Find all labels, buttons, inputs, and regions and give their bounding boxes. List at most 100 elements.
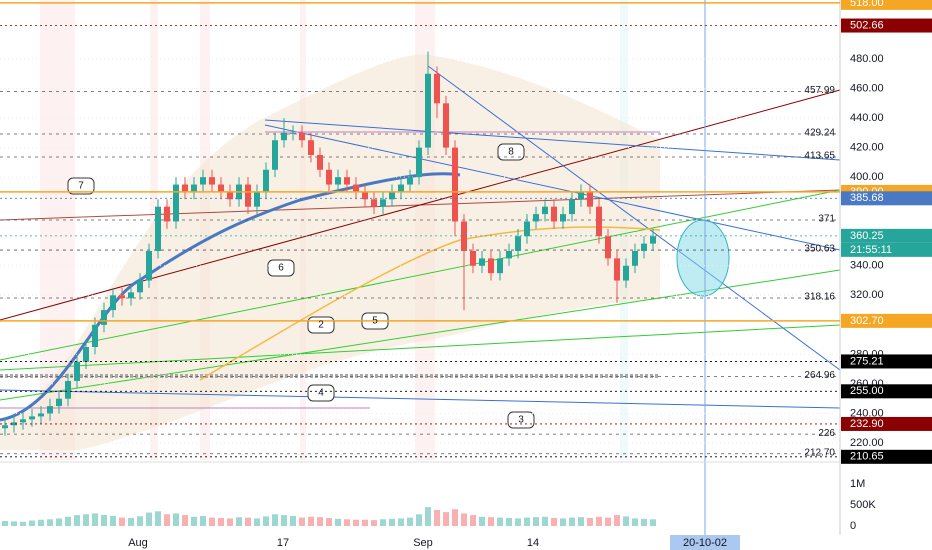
- volume-bar: [56, 518, 62, 526]
- volume-bar: [623, 516, 629, 526]
- volume-bar: [632, 518, 638, 526]
- price-badge: [841, 354, 932, 369]
- candle-body: [650, 236, 656, 244]
- cursor-date: 20-10-02: [683, 537, 727, 549]
- candle-body: [506, 251, 512, 259]
- volume-bar: [245, 517, 251, 526]
- y-tick-label: 460.00: [850, 82, 884, 94]
- volume-bar: [218, 518, 224, 526]
- candle-body: [20, 419, 26, 423]
- candle-body: [596, 206, 602, 237]
- volume-bar: [497, 517, 503, 526]
- price-badge-label: 360.25: [850, 230, 884, 242]
- volume-bar: [533, 517, 539, 526]
- volume-bar: [200, 515, 206, 526]
- candle-body: [47, 406, 53, 414]
- candle-body: [281, 132, 287, 141]
- volume-bar: [488, 517, 494, 526]
- candle-body: [200, 177, 206, 185]
- y-tick-label: 340.00: [850, 260, 884, 272]
- volume-bar: [605, 517, 611, 526]
- candle-body: [164, 206, 170, 222]
- volume-bar: [272, 514, 278, 526]
- candle-body: [146, 251, 152, 281]
- candle-body: [38, 413, 44, 417]
- candle-body: [182, 184, 188, 192]
- volume-bar: [65, 516, 71, 526]
- candle-body: [128, 292, 134, 299]
- volume-bar: [344, 519, 350, 526]
- volume-bar: [299, 517, 305, 526]
- candle-body: [218, 184, 224, 192]
- candle-body: [263, 169, 269, 192]
- volume-bar: [263, 516, 269, 526]
- volume-bar: [47, 519, 53, 526]
- candle-body: [452, 147, 458, 222]
- price-badge: [841, 0, 932, 10]
- candle-body: [560, 214, 566, 222]
- candle-body: [110, 295, 116, 311]
- volume-bar: [38, 519, 44, 526]
- candle-body: [578, 191, 584, 200]
- volume-bar: [398, 518, 404, 526]
- candle-body: [2, 425, 8, 429]
- candle-body: [29, 416, 35, 420]
- candle-body: [434, 73, 440, 104]
- price-label: 318.16: [804, 292, 835, 303]
- callout: [67, 177, 95, 195]
- price-label: 429.24: [804, 128, 835, 139]
- volume-bar: [506, 518, 512, 526]
- y-tick-label: 440.00: [850, 112, 884, 124]
- candle-body: [641, 243, 647, 251]
- volume-bar: [119, 517, 125, 526]
- volume-bar: [407, 517, 413, 526]
- volume-bar: [155, 511, 161, 526]
- x-tick-label: 14: [527, 537, 539, 549]
- x-tick-label: Aug: [128, 537, 148, 549]
- candle-body: [173, 184, 179, 222]
- volume-bar: [326, 518, 332, 526]
- candle-body: [245, 184, 251, 207]
- volume-bar: [137, 516, 143, 526]
- volume-bar: [20, 521, 26, 526]
- y-tick-label: 480.00: [850, 53, 884, 65]
- candle-body: [290, 132, 296, 134]
- volume-bar: [83, 514, 89, 526]
- volume-bar: [182, 515, 188, 526]
- candle-body: [191, 184, 197, 192]
- volume-bar: [578, 517, 584, 526]
- candle-body: [317, 155, 323, 170]
- volume-bar: [524, 517, 530, 526]
- price-badge: [841, 228, 932, 243]
- price-badge-label: 302.70: [850, 315, 884, 327]
- candle-body: [353, 184, 359, 192]
- candle-body: [488, 258, 494, 274]
- volume-bar: [101, 515, 107, 526]
- volume-bar: [551, 518, 557, 526]
- x-tick-label: Sep: [413, 537, 433, 549]
- candle-body: [92, 324, 98, 347]
- volume-bar: [416, 514, 422, 526]
- candle-body: [11, 422, 17, 426]
- volume-bar: [209, 517, 215, 526]
- countdown-badge: [841, 242, 932, 257]
- y-tick-label: 320.00: [850, 289, 884, 301]
- volume-bar: [236, 517, 242, 526]
- volume-bar: [173, 513, 179, 526]
- candle-body: [101, 310, 107, 325]
- volume-bar: [434, 510, 440, 526]
- volume-bar: [110, 515, 116, 526]
- volume-bar: [308, 516, 314, 526]
- candle-body: [632, 251, 638, 266]
- price-label: 350.63: [804, 244, 835, 255]
- annotation: 7: [78, 181, 84, 192]
- price-badge-label: 518.00: [850, 0, 884, 9]
- candle-body: [614, 258, 620, 281]
- price-badge: [841, 416, 932, 431]
- cloud: [0, 54, 660, 450]
- volume-bar: [380, 519, 386, 526]
- y-tick-label: 240.00: [850, 407, 884, 419]
- volume-bar: [146, 512, 152, 526]
- volume-bar: [443, 512, 449, 526]
- volume-bar: [281, 515, 287, 526]
